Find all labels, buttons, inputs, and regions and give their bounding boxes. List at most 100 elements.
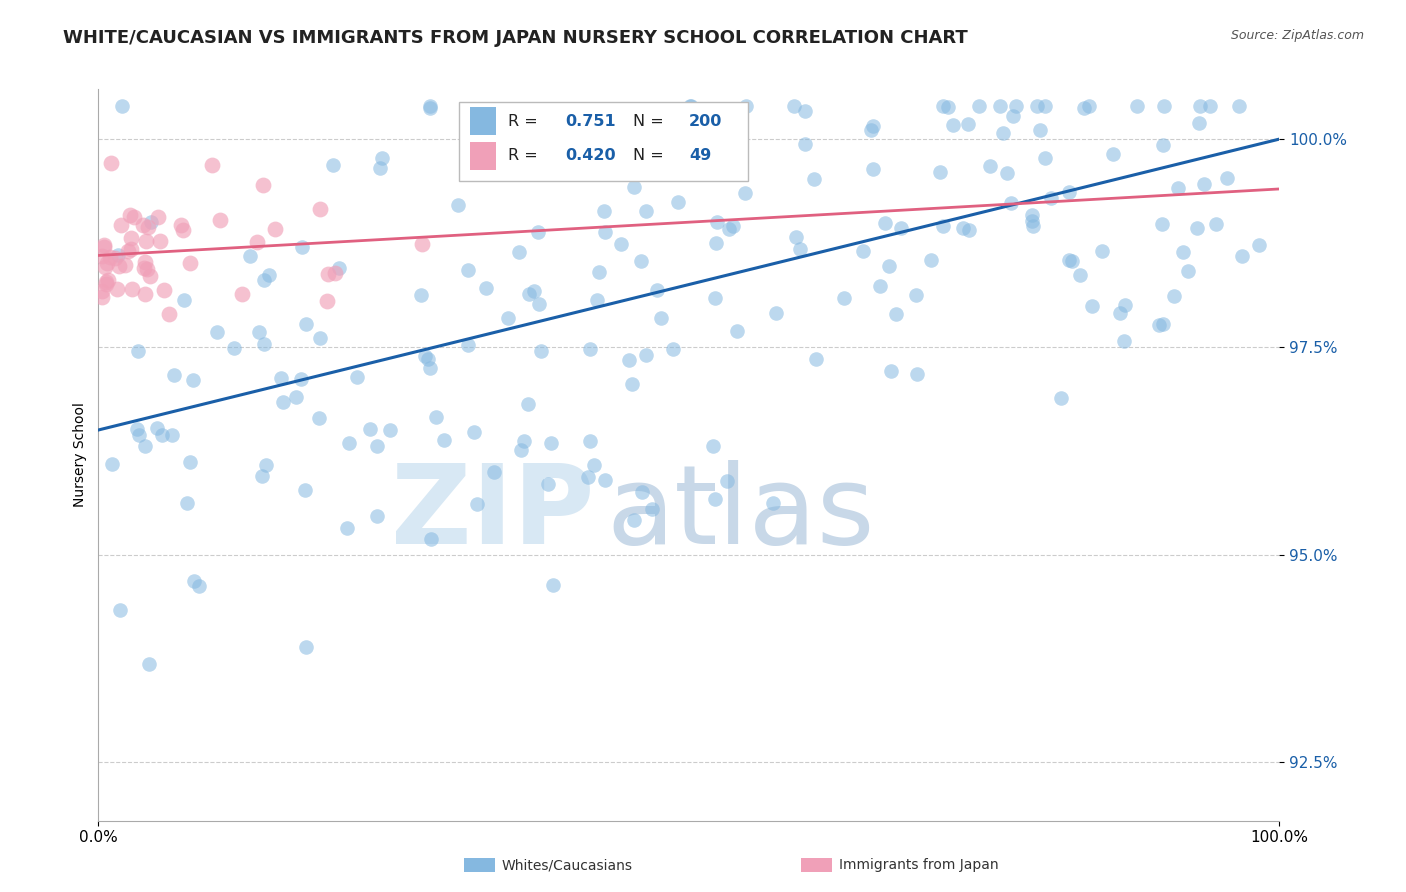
Point <box>1033 152 1056 166</box>
Point <box>346 369 368 384</box>
Point <box>149 234 172 248</box>
Point <box>419 101 441 115</box>
Point <box>257 268 280 282</box>
Point <box>465 497 488 511</box>
Text: R =: R = <box>508 148 538 163</box>
Point <box>337 436 360 450</box>
FancyBboxPatch shape <box>458 102 748 180</box>
Point <box>98 250 121 264</box>
Point <box>706 108 728 122</box>
Text: N =: N = <box>634 114 664 128</box>
Point <box>187 579 209 593</box>
Point <box>1057 252 1080 267</box>
Point <box>94 276 117 290</box>
Point <box>179 255 201 269</box>
Point <box>765 306 787 320</box>
Point <box>630 254 652 268</box>
Point <box>209 212 232 227</box>
Point <box>932 99 955 113</box>
Point <box>636 348 658 362</box>
Text: atlas: atlas <box>606 460 875 567</box>
Point <box>1049 392 1071 406</box>
Point <box>1230 249 1253 263</box>
FancyBboxPatch shape <box>471 107 496 136</box>
Text: N =: N = <box>634 148 664 163</box>
Point <box>734 186 756 201</box>
Point <box>91 249 114 263</box>
Point <box>952 221 974 235</box>
Point <box>633 140 655 154</box>
Point <box>366 439 388 453</box>
Point <box>762 496 785 510</box>
Point <box>120 231 142 245</box>
Point <box>640 502 662 516</box>
Point <box>610 236 633 251</box>
Point <box>247 326 270 340</box>
Point <box>793 104 815 119</box>
Point <box>679 99 702 113</box>
Point <box>146 421 169 435</box>
Point <box>163 368 186 383</box>
Point <box>1247 237 1270 252</box>
Point <box>1029 123 1052 137</box>
Point <box>263 222 285 236</box>
Point <box>134 260 156 275</box>
Point <box>118 208 141 222</box>
Point <box>1153 99 1175 113</box>
Text: Source: ZipAtlas.com: Source: ZipAtlas.com <box>1230 29 1364 42</box>
Point <box>988 99 1011 113</box>
Point <box>1021 214 1043 228</box>
Point <box>93 238 115 252</box>
Point <box>904 288 927 302</box>
Point <box>150 427 173 442</box>
Point <box>100 156 122 170</box>
Point <box>905 367 928 381</box>
Point <box>125 422 148 436</box>
Point <box>1077 99 1099 113</box>
Point <box>1001 110 1024 124</box>
Point <box>804 351 827 366</box>
Point <box>995 166 1018 180</box>
Point <box>666 195 689 210</box>
Point <box>132 218 155 232</box>
Text: 49: 49 <box>689 148 711 163</box>
Point <box>134 286 156 301</box>
Point <box>93 240 115 254</box>
Point <box>636 204 658 219</box>
Point <box>527 297 550 311</box>
Point <box>309 331 332 345</box>
Point <box>91 284 114 298</box>
Point <box>134 255 156 269</box>
Point <box>1060 254 1083 268</box>
Point <box>231 287 253 301</box>
Point <box>862 119 884 133</box>
Point <box>789 242 811 256</box>
Point <box>1185 220 1208 235</box>
Point <box>463 425 485 439</box>
Point <box>1152 317 1174 331</box>
Point <box>931 219 953 233</box>
Point <box>957 223 980 237</box>
Point <box>91 290 114 304</box>
Point <box>956 117 979 131</box>
Y-axis label: Nursery School: Nursery School <box>73 402 87 508</box>
Point <box>606 154 628 169</box>
Point <box>852 244 875 259</box>
Point <box>97 273 120 287</box>
Point <box>991 126 1014 140</box>
Point <box>420 532 443 546</box>
Point <box>447 198 470 212</box>
Point <box>794 136 817 151</box>
Point <box>114 259 136 273</box>
Point <box>942 118 965 132</box>
Point <box>1021 219 1043 233</box>
FancyBboxPatch shape <box>471 142 496 169</box>
Point <box>617 353 640 368</box>
Point <box>94 260 117 275</box>
Point <box>322 158 344 172</box>
Point <box>1000 196 1022 211</box>
Point <box>593 473 616 487</box>
Point <box>1188 116 1211 130</box>
Point <box>936 100 959 114</box>
Point <box>1109 306 1132 320</box>
